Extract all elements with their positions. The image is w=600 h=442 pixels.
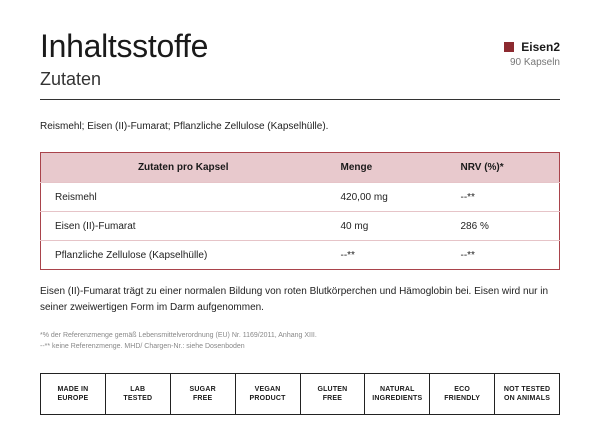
badge-natural-ingredients: NATURAL INGREDIENTS bbox=[364, 374, 429, 414]
header: Inhaltsstoffe Zutaten Eisen2 90 Kapseln bbox=[40, 28, 560, 100]
column-header-amount: Menge bbox=[340, 162, 373, 173]
table-row: Eisen (II)-Fumarat 40 mg 286 % bbox=[40, 211, 560, 241]
brand: Eisen2 bbox=[504, 40, 560, 54]
cell-nrv: 286 % bbox=[460, 220, 489, 232]
badge-row: MADE IN EUROPE LAB TESTED SUGAR FREE VEG… bbox=[40, 373, 560, 415]
table-row: Pflanzliche Zellulose (Kapselhülle) --**… bbox=[40, 240, 560, 270]
table-row: Reismehl 420,00 mg --** bbox=[40, 182, 560, 212]
footnote-reference: *% der Referenzmenge gemäß Lebensmittelv… bbox=[40, 332, 317, 339]
cell-nrv: --** bbox=[460, 191, 475, 203]
cell-ingredient: Reismehl bbox=[55, 191, 97, 203]
cell-nrv: --** bbox=[460, 249, 475, 261]
description: Eisen (II)-Fumarat trägt zu einer normal… bbox=[40, 286, 549, 313]
footnotes: *% der Referenzmenge gemäß Lebensmittelv… bbox=[40, 330, 317, 352]
cell-ingredient: Eisen (II)-Fumarat bbox=[55, 220, 136, 232]
ingredients-table: Zutaten pro Kapsel Menge NRV (%)* Reisme… bbox=[40, 152, 560, 270]
badge-not-tested-on-animals: NOT TESTED ON ANIMALS bbox=[494, 374, 559, 414]
page-subtitle: Zutaten bbox=[40, 69, 102, 89]
badge-gluten-free: GLUTEN FREE bbox=[299, 374, 365, 414]
badge-lab-tested: LAB TESTED bbox=[104, 374, 170, 414]
page-title: Inhaltsstoffe bbox=[40, 28, 209, 64]
badge-eco-friendly: ECO FRIENDLY bbox=[429, 374, 494, 414]
ingredients-list: Reismehl; Eisen (II)-Fumarat; Pflanzlich… bbox=[40, 121, 329, 132]
cell-amount: 40 mg bbox=[340, 220, 369, 232]
cell-ingredient: Pflanzliche Zellulose (Kapselhülle) bbox=[55, 249, 208, 261]
badge-made-in-europe: MADE IN EUROPE bbox=[57, 386, 89, 402]
brand-package-size: 90 Kapseln bbox=[509, 57, 560, 68]
column-header-ingredient: Zutaten pro Kapsel bbox=[137, 162, 229, 173]
badge-vegan-product: VEGAN PRODUCT bbox=[234, 374, 300, 414]
table-header-row: Zutaten pro Kapsel Menge NRV (%)* bbox=[40, 152, 560, 183]
footnote-no-reference: --** keine Referenzmenge. MHD/ Chargen-N… bbox=[40, 343, 245, 350]
brand-name: Eisen2 bbox=[521, 40, 560, 54]
cell-amount: 420,00 mg bbox=[340, 191, 388, 203]
brand-square-icon bbox=[504, 42, 515, 52]
cell-amount: --** bbox=[340, 249, 355, 261]
column-header-nrv: NRV (%)* bbox=[460, 162, 504, 173]
badge-sugar-free: SUGAR FREE bbox=[169, 374, 235, 414]
